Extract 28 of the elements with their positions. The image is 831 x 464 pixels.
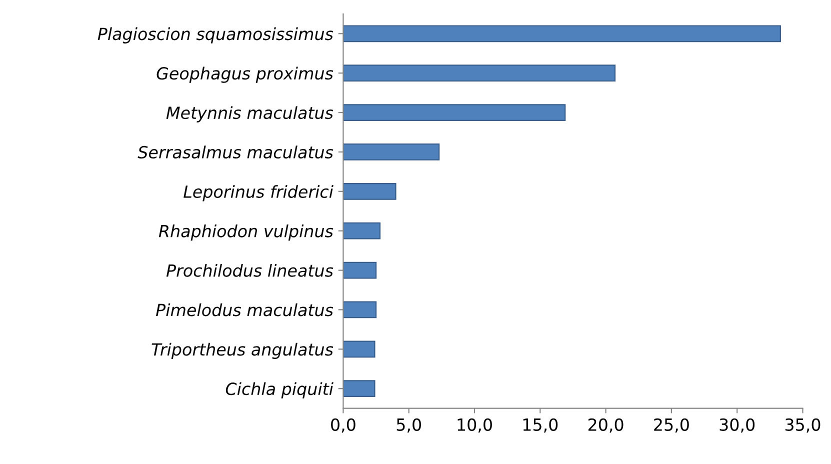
y-tick-label: Serrasalmus maculatus bbox=[138, 146, 334, 159]
bar bbox=[343, 182, 396, 200]
y-tick-label: Rhaphiodon vulpinus bbox=[158, 224, 334, 241]
y-tick-label: Pimelodus maculatus bbox=[156, 303, 334, 316]
y-tick-label: Triportheus angulatus bbox=[152, 342, 334, 359]
x-tick-label: 30,0 bbox=[720, 418, 755, 433]
x-tick-label: 35,0 bbox=[785, 418, 820, 433]
bar bbox=[343, 262, 377, 279]
bar bbox=[343, 104, 566, 121]
bar bbox=[343, 144, 440, 160]
bar bbox=[343, 380, 376, 398]
y-tick-label: Leporinus friderici bbox=[184, 185, 334, 202]
x-tick-label: 15,0 bbox=[523, 418, 558, 433]
x-tick-label: 20,0 bbox=[588, 418, 624, 433]
bar bbox=[343, 222, 381, 240]
y-tick-label: Cichla piquiti bbox=[226, 382, 334, 398]
y-tick-label: Plagioscion squamosissimus bbox=[98, 27, 334, 44]
x-tick-label: 25,0 bbox=[654, 418, 689, 433]
x-tick-label: 5,0 bbox=[396, 418, 421, 433]
bar bbox=[343, 64, 616, 82]
y-tick-label: Geophagus proximus bbox=[156, 66, 334, 83]
y-tick-label: Prochilodus lineatus bbox=[166, 264, 334, 277]
bar bbox=[343, 25, 781, 42]
bar bbox=[343, 340, 376, 358]
x-tick-label: 0,0 bbox=[331, 418, 356, 433]
x-tick-label: 10,0 bbox=[458, 418, 492, 433]
y-tick-label: Metynnis maculatus bbox=[166, 106, 334, 122]
bar bbox=[343, 301, 377, 318]
